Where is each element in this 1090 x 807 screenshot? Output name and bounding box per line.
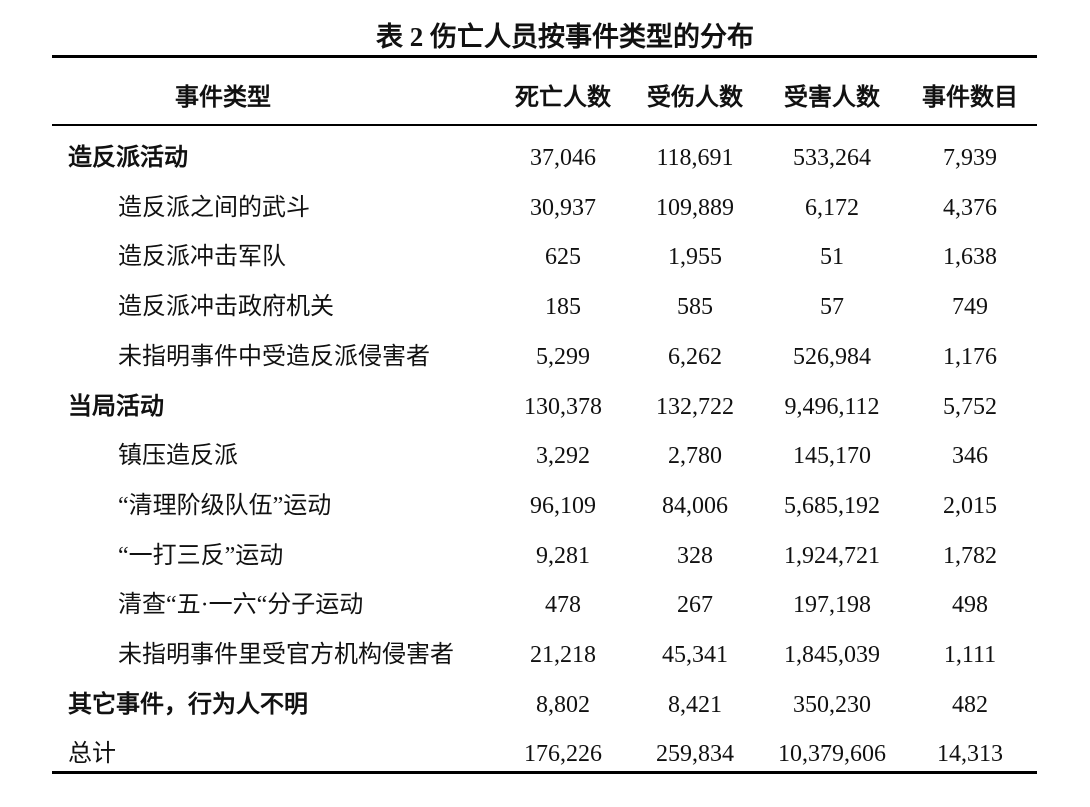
cell: 2,780	[668, 443, 722, 470]
cell: 1,845,039	[784, 642, 880, 668]
cell: 7,939	[943, 145, 997, 171]
row-label: 未指明事件里受官方机构侵害者	[118, 642, 454, 668]
cell: 1,955	[668, 244, 722, 271]
cell: 350,230	[793, 691, 871, 718]
cell: 9,281	[536, 542, 590, 569]
cell: 267	[677, 592, 713, 619]
cell: 37,046	[530, 145, 596, 171]
header-cell: 受害人数	[784, 85, 880, 111]
row-label: 当局活动	[68, 393, 164, 420]
cell: 346	[952, 443, 988, 470]
cell: 4,376	[943, 194, 997, 221]
cell: 109,889	[656, 194, 734, 221]
cell: 84,006	[662, 492, 728, 519]
cell: 185	[545, 294, 581, 321]
cell: 533,264	[793, 145, 871, 171]
bottom-rule	[52, 771, 1037, 774]
cell: 21,218	[530, 642, 596, 668]
cell: 478	[545, 592, 581, 619]
cell: 749	[952, 294, 988, 321]
cell: 8,421	[668, 691, 722, 718]
cell: 118,691	[656, 145, 734, 171]
cell: 6,262	[668, 343, 722, 370]
cell: 526,984	[793, 343, 871, 370]
header-cell: 事件数目	[922, 85, 1018, 111]
row-label: 造反派冲击政府机关	[118, 294, 334, 321]
row-label: 镇压造反派	[118, 443, 238, 470]
cell: 10,379,606	[778, 741, 886, 768]
row-label: 总计	[68, 741, 116, 768]
cell: 57	[820, 294, 844, 321]
row-label: 造反派之间的武斗	[118, 194, 310, 221]
cell: 3,292	[536, 443, 590, 470]
header-cell: 事件类型	[175, 85, 271, 111]
header-cell: 受伤人数	[647, 85, 743, 111]
cell: 1,638	[943, 244, 997, 271]
row-label: 未指明事件中受造反派侵害者	[118, 343, 430, 370]
header-cell: 死亡人数	[515, 85, 611, 111]
cell: 625	[545, 244, 581, 271]
cell: 5,752	[943, 393, 997, 420]
cell: 176,226	[524, 741, 602, 768]
row-label: 造反派活动	[68, 145, 188, 171]
cell: 6,172	[805, 194, 859, 221]
cell: 51	[820, 244, 844, 271]
cell: 5,685,192	[784, 492, 880, 519]
cell: 5,299	[536, 343, 590, 370]
header-rule	[52, 124, 1037, 126]
cell: 259,834	[656, 741, 734, 768]
cell: 1,111	[943, 642, 997, 668]
cell: 1,176	[943, 343, 997, 370]
row-label: “清理阶级队伍”运动	[118, 492, 332, 519]
cell: 2,015	[943, 492, 997, 519]
row-label: 清查“五·一六“分子运动	[118, 592, 364, 619]
cell: 197,198	[793, 592, 871, 619]
cell: 1,782	[943, 542, 997, 569]
row-label: 造反派冲击军队	[118, 244, 286, 271]
cell: 482	[952, 691, 988, 718]
cell: 14,313	[937, 741, 1003, 768]
cell: 145,170	[793, 443, 871, 470]
cell: 30,937	[530, 194, 596, 221]
row-label: “一打三反”运动	[118, 542, 284, 569]
table-title: 表 2 伤亡人员按事件类型的分布	[376, 22, 754, 52]
cell: 328	[677, 542, 713, 569]
cell: 130,378	[524, 393, 602, 420]
top-rule	[52, 55, 1037, 58]
row-label: 其它事件，行为人不明	[68, 691, 308, 718]
cell: 96,109	[530, 492, 596, 519]
cell: 498	[952, 592, 988, 619]
cell: 8,802	[536, 691, 590, 718]
cell: 45,341	[662, 642, 728, 668]
cell: 9,496,112	[784, 393, 880, 420]
cell: 585	[677, 294, 713, 321]
cell: 132,722	[656, 393, 734, 420]
cell: 1,924,721	[784, 542, 880, 569]
